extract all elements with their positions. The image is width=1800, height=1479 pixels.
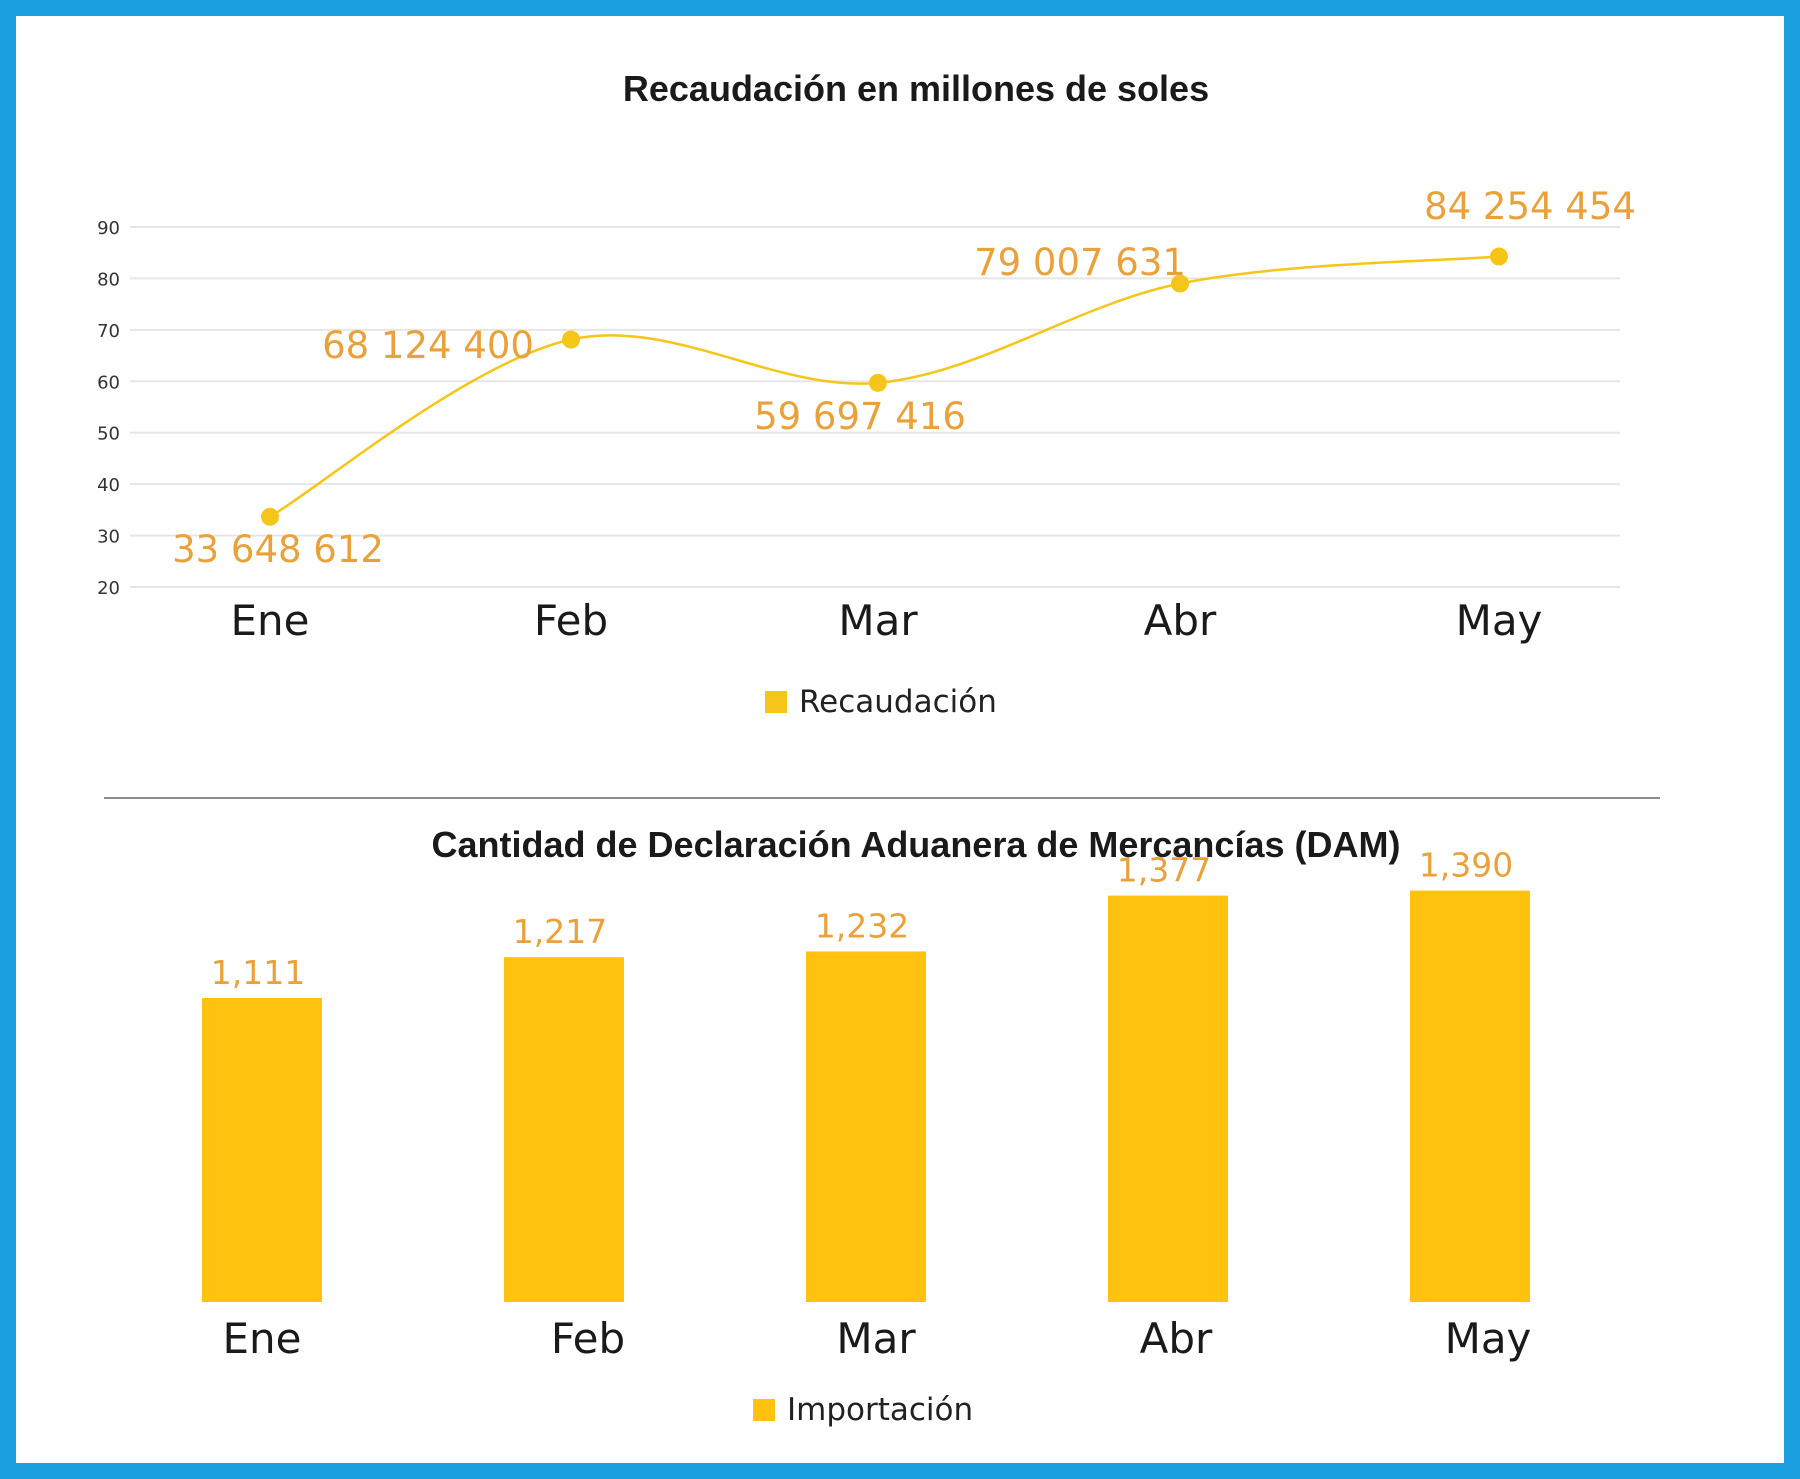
legend-label-recaudacion: Recaudación (799, 684, 997, 720)
legend-swatch-recaudacion (765, 691, 787, 713)
data-label-ene: 33 648 612 (172, 528, 384, 571)
x-tick-label-abr: Abr (1144, 596, 1217, 645)
data-point-feb (562, 330, 580, 349)
y-tick-label-80: 80 (97, 269, 120, 290)
y-tick-label-70: 70 (97, 321, 120, 342)
bar-x-tick-label-feb: Feb (551, 1314, 625, 1363)
bar-value-label-abr: 1,377 (1117, 851, 1211, 890)
data-label-mar: 59 697 416 (754, 395, 966, 438)
x-tick-label-feb: Feb (534, 596, 608, 645)
bar-mar (806, 951, 926, 1302)
bar-value-label-mar: 1,232 (815, 906, 909, 945)
y-tick-label-50: 50 (97, 424, 120, 445)
y-tick-label-30: 30 (97, 527, 120, 548)
x-tick-label-mar: Mar (838, 596, 918, 645)
bar-chart-legend: Importación (753, 1392, 973, 1428)
y-tick-label-90: 90 (97, 218, 120, 239)
bar-abr (1108, 895, 1228, 1302)
y-tick-label-20: 20 (97, 578, 120, 599)
line-chart-legend: Recaudación (765, 684, 997, 720)
x-tick-label-ene: Ene (231, 596, 310, 645)
bar-x-tick-label-ene: Ene (223, 1314, 302, 1363)
bar-may (1410, 890, 1530, 1302)
y-tick-label-60: 60 (97, 372, 120, 393)
data-point-abr (1171, 274, 1189, 293)
bar-feb (504, 957, 624, 1302)
data-label-abr: 79 007 631 (974, 241, 1186, 284)
y-tick-label-40: 40 (97, 475, 120, 496)
data-point-mar (869, 373, 887, 392)
bar-value-label-ene: 1,111 (211, 953, 305, 992)
bar-chart-title: Cantidad de Declaración Aduanera de Merc… (431, 824, 1401, 865)
data-label-feb: 68 124 400 (322, 324, 534, 367)
bar-x-tick-label-mar: Mar (836, 1314, 916, 1363)
data-label-may: 84 254 454 (1424, 185, 1636, 228)
bar-x-tick-label-may: May (1445, 1314, 1532, 1363)
data-point-ene (261, 507, 279, 526)
bar-x-tick-label-abr: Abr (1140, 1314, 1213, 1363)
bar-value-label-feb: 1,217 (513, 912, 607, 951)
legend-swatch-importacion (753, 1399, 775, 1421)
bar-ene (202, 998, 322, 1302)
bar-value-label-may: 1,390 (1419, 846, 1513, 885)
x-tick-label-may: May (1456, 596, 1543, 645)
legend-label-importacion: Importación (787, 1392, 974, 1428)
line-chart-title: Recaudación en millones de soles (622, 68, 1210, 109)
data-point-may (1490, 247, 1508, 266)
section-divider (104, 797, 1660, 799)
